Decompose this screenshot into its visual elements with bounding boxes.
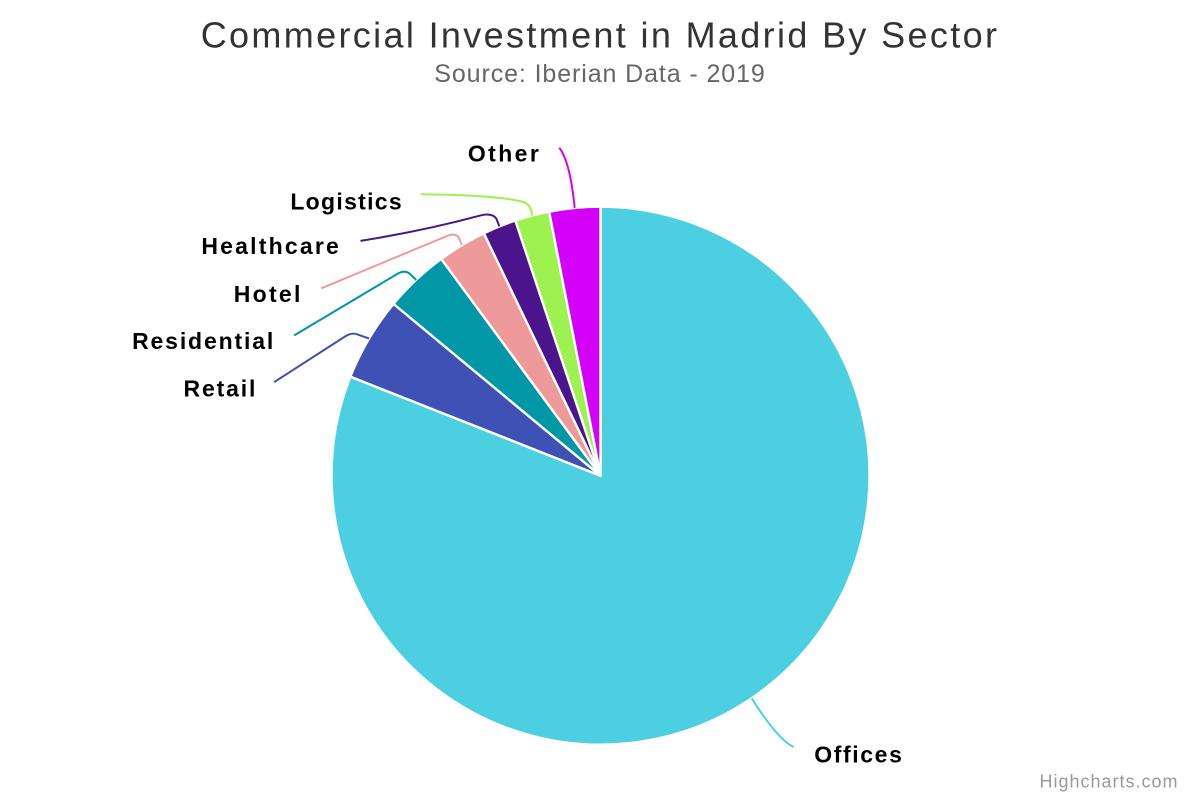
svg-text:Offices: Offices <box>814 742 903 768</box>
svg-text:Healthcare: Healthcare <box>201 233 341 259</box>
svg-text:Highcharts.com: Highcharts.com <box>1039 771 1178 791</box>
svg-text:Retail: Retail <box>184 375 258 401</box>
svg-text:Commercial Investment in Madri: Commercial Investment in Madrid By Secto… <box>201 15 1000 56</box>
svg-text:Source: Iberian Data - 2019: Source: Iberian Data - 2019 <box>434 60 765 88</box>
svg-text:Logistics: Logistics <box>290 188 403 214</box>
svg-text:Residential: Residential <box>132 328 275 354</box>
svg-text:Other: Other <box>468 141 541 167</box>
svg-text:Hotel: Hotel <box>234 281 303 307</box>
